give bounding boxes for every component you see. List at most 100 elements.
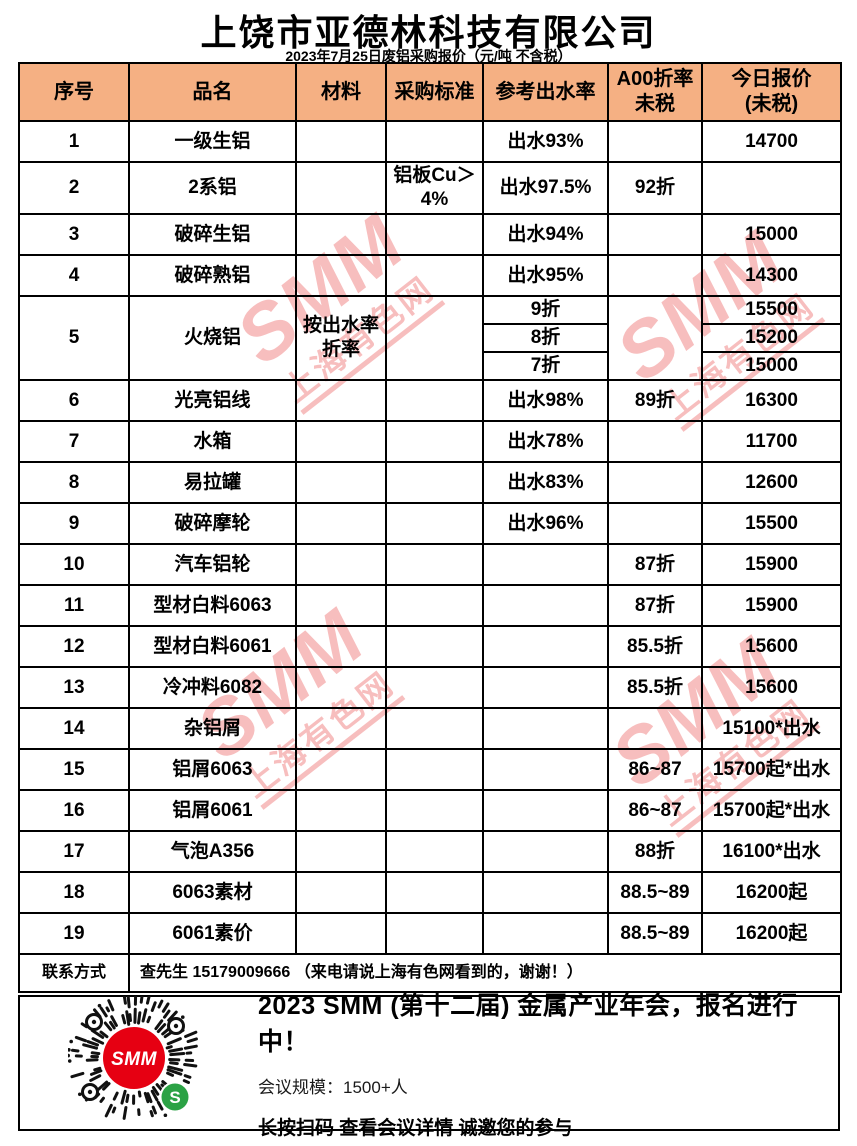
cell-price: 15000: [701, 351, 842, 381]
cell-standard: [385, 789, 484, 832]
cell-yield: [482, 625, 609, 668]
cell-yield: [482, 666, 609, 709]
cell-no: 6: [18, 379, 130, 422]
table-row: 6 光亮铝线 出水98% 89折 16300: [18, 379, 842, 422]
cell-yield: [482, 707, 609, 750]
contact-row: 联系方式 查先生 15179009666 （来电请说上海有色网看到的，谢谢！）: [18, 953, 842, 993]
cell-yield: 出水78%: [482, 420, 609, 463]
cell-material: [295, 543, 387, 586]
cell-rate: [607, 213, 703, 256]
cell-rate: [607, 254, 703, 297]
table-row: 17 气泡A356 88折 16100*出水: [18, 830, 842, 873]
cell-material: [295, 666, 387, 709]
quote-subtitle: 2023年7月25日废铝采购报价（元/吨 不含税）: [285, 48, 572, 64]
header-price: 今日报价 (未税): [701, 62, 842, 122]
cell-material: [295, 420, 387, 463]
event-scale: 会议规模：1500+人: [258, 1073, 838, 1098]
cell-yield: 8折: [482, 323, 609, 353]
cell-name: 铝屑6063: [128, 748, 297, 791]
cell-material: [295, 789, 387, 832]
wechat-miniprogram-icon: S: [169, 1088, 180, 1107]
table-row: 11 型材白料6063 87折 15900: [18, 584, 842, 627]
cell-yield: [482, 543, 609, 586]
cell-standard: [385, 254, 484, 297]
cell-name: 汽车铝轮: [128, 543, 297, 586]
cell-price: 15900: [701, 584, 842, 627]
cell-material: [295, 161, 387, 215]
cell-no: 3: [18, 213, 130, 256]
cell-standard: [385, 213, 484, 256]
table-row: 14 杂铝屑 15100*出水: [18, 707, 842, 750]
cell-price: 15900: [701, 543, 842, 586]
cell-name: 破碎熟铝: [128, 254, 297, 297]
cell-rate: [607, 502, 703, 545]
event-scale-value: 1500+人: [343, 1078, 408, 1097]
cell-yield: [482, 584, 609, 627]
cell-rate: 85.5折: [607, 625, 703, 668]
cell-standard: [385, 584, 484, 627]
cell-price: 12600: [701, 461, 842, 504]
cell-yield: 出水94%: [482, 213, 609, 256]
cell-no: 7: [18, 420, 130, 463]
table-row: 2 2系铝 铝板Cu＞4% 出水97.5% 92折: [18, 161, 842, 215]
cell-rate: 87折: [607, 543, 703, 586]
cell-name: 水箱: [128, 420, 297, 463]
table-row: 16 铝屑6061 86~87 15700起*出水: [18, 789, 842, 832]
company-title: 上饶市亚德林科技有限公司: [200, 12, 657, 53]
cell-no: 13: [18, 666, 130, 709]
table-row: 9 破碎摩轮 出水96% 15500: [18, 502, 842, 545]
cell-no: 14: [18, 707, 130, 750]
table-row: 13 冷冲料6082 85.5折 15600: [18, 666, 842, 709]
cell-name: 火烧铝: [128, 295, 297, 381]
cell-no: 18: [18, 871, 130, 914]
cell-standard: 铝板Cu＞4%: [385, 161, 484, 215]
cell-no: 1: [18, 120, 130, 163]
cell-material: [295, 584, 387, 627]
qr-code: SMM S: [68, 996, 218, 1130]
cell-rate: 89折: [607, 379, 703, 422]
table-row: 7 水箱 出水78% 11700: [18, 420, 842, 463]
cell-name: 6061素价: [128, 912, 297, 955]
cell-price: 16200起: [701, 912, 842, 955]
cell-name: 易拉罐: [128, 461, 297, 504]
contact-label: 联系方式: [18, 953, 130, 993]
cell-yield: [482, 789, 609, 832]
header-name: 品名: [128, 62, 297, 122]
cell-standard: [385, 666, 484, 709]
cell-standard: [385, 748, 484, 791]
cell-name: 气泡A356: [128, 830, 297, 873]
cell-material: [295, 830, 387, 873]
table-row: 19 6061素价 88.5~89 16200起: [18, 912, 842, 955]
cell-yield: 9折: [482, 295, 609, 325]
header-standard: 采购标准: [385, 62, 484, 122]
cell-rate: [607, 420, 703, 463]
cell-name: 破碎摩轮: [128, 502, 297, 545]
cell-price: 16200起: [701, 871, 842, 914]
cell-no: 11: [18, 584, 130, 627]
cell-price: 15600: [701, 666, 842, 709]
event-cta: 长按扫码 查看会议详情 诚邀您的参与: [258, 1118, 573, 1139]
cell-yield: [482, 871, 609, 914]
cell-no: 8: [18, 461, 130, 504]
cell-yield: [482, 830, 609, 873]
cell-no: 15: [18, 748, 130, 791]
cell-rate: 88折: [607, 830, 703, 873]
cell-name: 冷冲料6082: [128, 666, 297, 709]
cell-name: 型材白料6061: [128, 625, 297, 668]
cell-material: [295, 871, 387, 914]
cell-yield: 出水97.5%: [482, 161, 609, 215]
cell-standard: [385, 871, 484, 914]
cell-price: 16300: [701, 379, 842, 422]
cell-rate: 88.5~89: [607, 912, 703, 955]
cell-material: [295, 912, 387, 955]
cell-material: [295, 502, 387, 545]
cell-rate: [607, 295, 703, 381]
cell-price: 14300: [701, 254, 842, 297]
table-row: 12 型材白料6061 85.5折 15600: [18, 625, 842, 668]
cell-material: [295, 707, 387, 750]
cell-yield: 出水93%: [482, 120, 609, 163]
event-title: 2023 SMM (第十二届) 金属产业年会，报名进行中！: [258, 992, 798, 1056]
table-row: 8 易拉罐 出水83% 12600: [18, 461, 842, 504]
cell-material: 按出水率折率: [295, 295, 387, 381]
